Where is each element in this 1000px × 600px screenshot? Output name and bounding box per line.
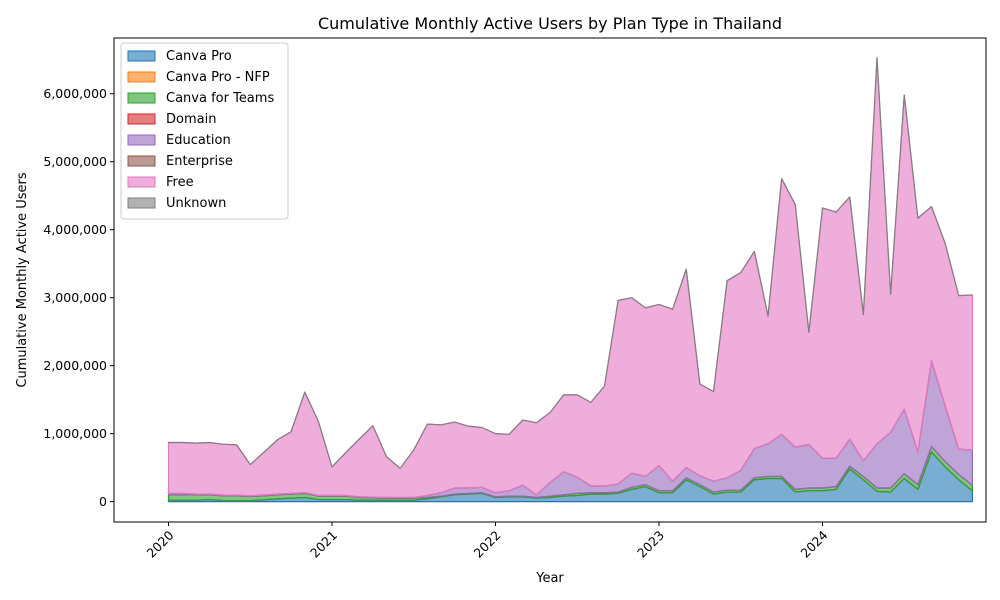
y-tick-label: 4,000,000 <box>43 222 107 237</box>
legend-label-enterprise: Enterprise <box>166 154 233 169</box>
y-tick-label: 0 <box>99 494 107 509</box>
legend-label-free: Free <box>166 175 194 190</box>
series-areas <box>167 57 973 503</box>
legend-label-canva-pro-nfp: Canva Pro - NFP <box>166 70 270 85</box>
legend-label-unknown: Unknown <box>166 196 226 211</box>
legend-swatch-enterprise <box>127 155 156 167</box>
y-tick-label: 2,000,000 <box>43 358 107 373</box>
x-axis-label: Year <box>535 571 564 586</box>
area-unknown <box>167 57 973 469</box>
chart-title: Cumulative Monthly Active Users by Plan … <box>318 14 782 33</box>
y-tick-label: 5,000,000 <box>43 154 107 169</box>
legend-box <box>120 42 289 220</box>
y-tick-label: 1,000,000 <box>43 426 107 441</box>
legend-swatch-canva-pro <box>127 50 156 62</box>
legend-label-domain: Domain <box>166 112 216 127</box>
legend-label-canva-for-teams: Canva for Teams <box>166 91 274 106</box>
y-tick-label: 3,000,000 <box>43 290 107 305</box>
legend-swatch-canva-for-teams <box>127 92 156 104</box>
legend-swatch-free <box>127 176 156 188</box>
y-axis-label: Cumulative Monthly Active Users <box>15 172 30 387</box>
legend-swatch-unknown <box>127 197 156 209</box>
legend-swatch-education <box>127 134 156 146</box>
legend-label-education: Education <box>166 133 231 148</box>
plot-frame <box>113 37 987 523</box>
legend-label-canva-pro: Canva Pro <box>166 49 232 64</box>
legend: Canva Pro Canva Pro - NFP Canva for Teams D… <box>120 42 289 220</box>
legend-swatch-domain <box>127 113 156 125</box>
y-tick-label: 6,000,000 <box>43 86 107 101</box>
legend-swatch-canva-pro-nfp <box>127 71 156 83</box>
y-axis-ticks: 0 1,000,000 2,000,000 3,000,000 4,000,000 5,0… <box>43 86 114 509</box>
